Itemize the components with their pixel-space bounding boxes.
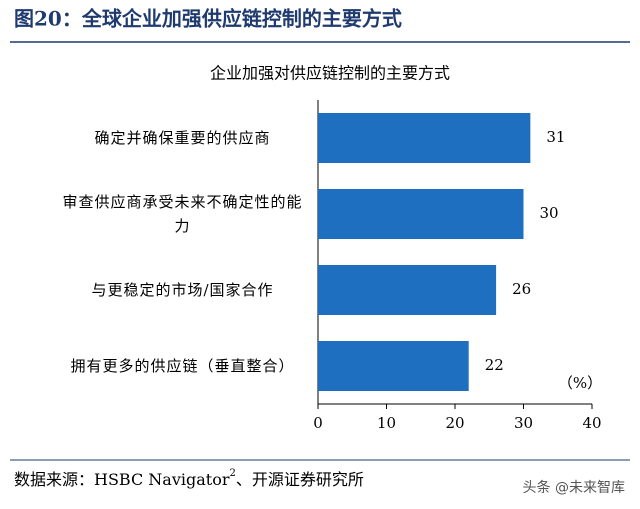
watermark: 头条 @未来智库 (523, 479, 625, 496)
unit-label: （%） (558, 374, 602, 392)
value-label: 22 (485, 356, 504, 374)
y-tick-label: 拥有更多的供应链（垂直整合） (70, 357, 295, 375)
value-label: 31 (546, 128, 565, 146)
y-tick-label: 确定并确保重要的供应商 (94, 129, 271, 147)
value-label: 26 (512, 280, 531, 298)
y-tick-label: 与更稳定的市场/国家合作 (91, 281, 274, 299)
bar (318, 265, 497, 315)
x-tick-label: 40 (582, 414, 601, 432)
bar (318, 189, 524, 239)
y-tick-label: 审查供应商承受未来不确定性的能力 (62, 193, 303, 235)
x-tick-label: 10 (377, 414, 396, 432)
x-tick-label: 20 (445, 414, 464, 432)
bar (318, 113, 531, 163)
bar (318, 341, 469, 391)
x-tick-label: 0 (313, 414, 323, 432)
x-tick-label: 30 (514, 414, 533, 432)
value-label: 30 (540, 204, 559, 222)
source-suffix: 、开源证券研究所 (236, 470, 364, 489)
figure-title: 图20：全球企业加强供应链控制的主要方式 (14, 7, 402, 31)
source-prefix: 数据来源：HSBC Navigator (14, 470, 230, 489)
source: 数据来源：HSBC Navigator2、开源证券研究所 (14, 468, 364, 489)
chart-title: 企业加强对供应链控制的主要方式 (210, 64, 450, 83)
source-sup: 2 (230, 468, 236, 479)
